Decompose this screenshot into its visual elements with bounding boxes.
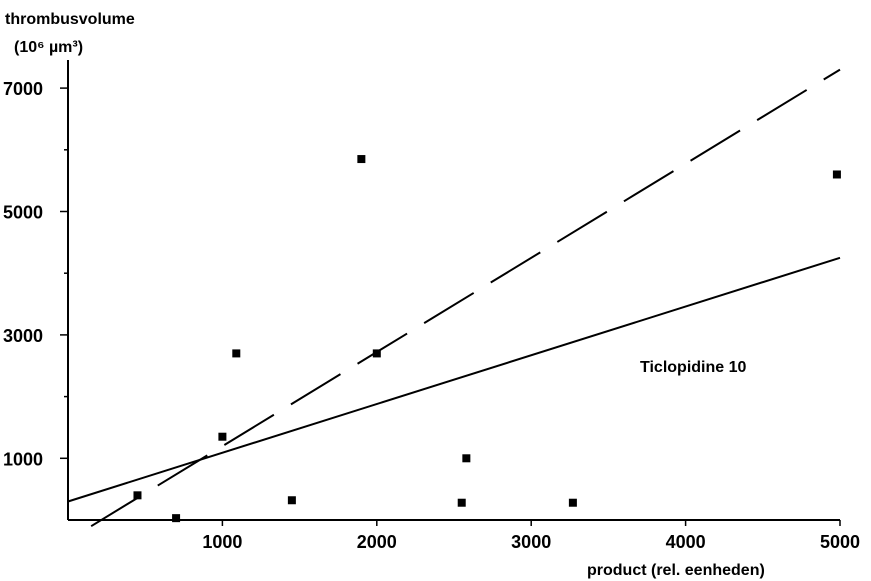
x-tick-label: 1000	[202, 532, 242, 552]
data-point	[218, 432, 227, 441]
y-axis-title-line2: (10⁶ µm³)	[14, 39, 83, 56]
x-tick-label: 5000	[820, 532, 860, 552]
y-tick-label: 7000	[3, 79, 43, 99]
data-point	[568, 498, 577, 507]
data-point	[172, 514, 181, 523]
data-point	[462, 454, 471, 463]
data-point	[372, 349, 381, 358]
data-point	[357, 155, 366, 164]
data-point	[133, 491, 142, 500]
x-tick-label: 2000	[357, 532, 397, 552]
data-point	[832, 170, 841, 179]
annotation-ticlopidine: Ticlopidine 10	[640, 359, 747, 376]
y-axis-title-line1: thrombusvolume	[5, 11, 135, 28]
y-tick-label: 5000	[3, 203, 43, 223]
x-axis-title: product (rel. eenheden)	[587, 562, 765, 579]
axes	[67, 60, 840, 521]
data-points	[133, 155, 841, 523]
solid-regression-line	[67, 256, 841, 503]
x-tick-label: 4000	[666, 532, 706, 552]
y-tick-label: 1000	[3, 449, 43, 469]
y-tick-label: 3000	[3, 326, 43, 346]
data-point	[232, 349, 241, 358]
data-point	[287, 496, 296, 505]
fit-lines	[67, 68, 841, 528]
x-ticks: 1000 2000 3000 4000 5000	[202, 520, 860, 552]
dashed-regression-line	[90, 68, 841, 528]
x-tick-label: 3000	[511, 532, 551, 552]
data-point	[457, 498, 466, 507]
y-ticks: 1000 3000 5000 7000	[3, 79, 68, 469]
